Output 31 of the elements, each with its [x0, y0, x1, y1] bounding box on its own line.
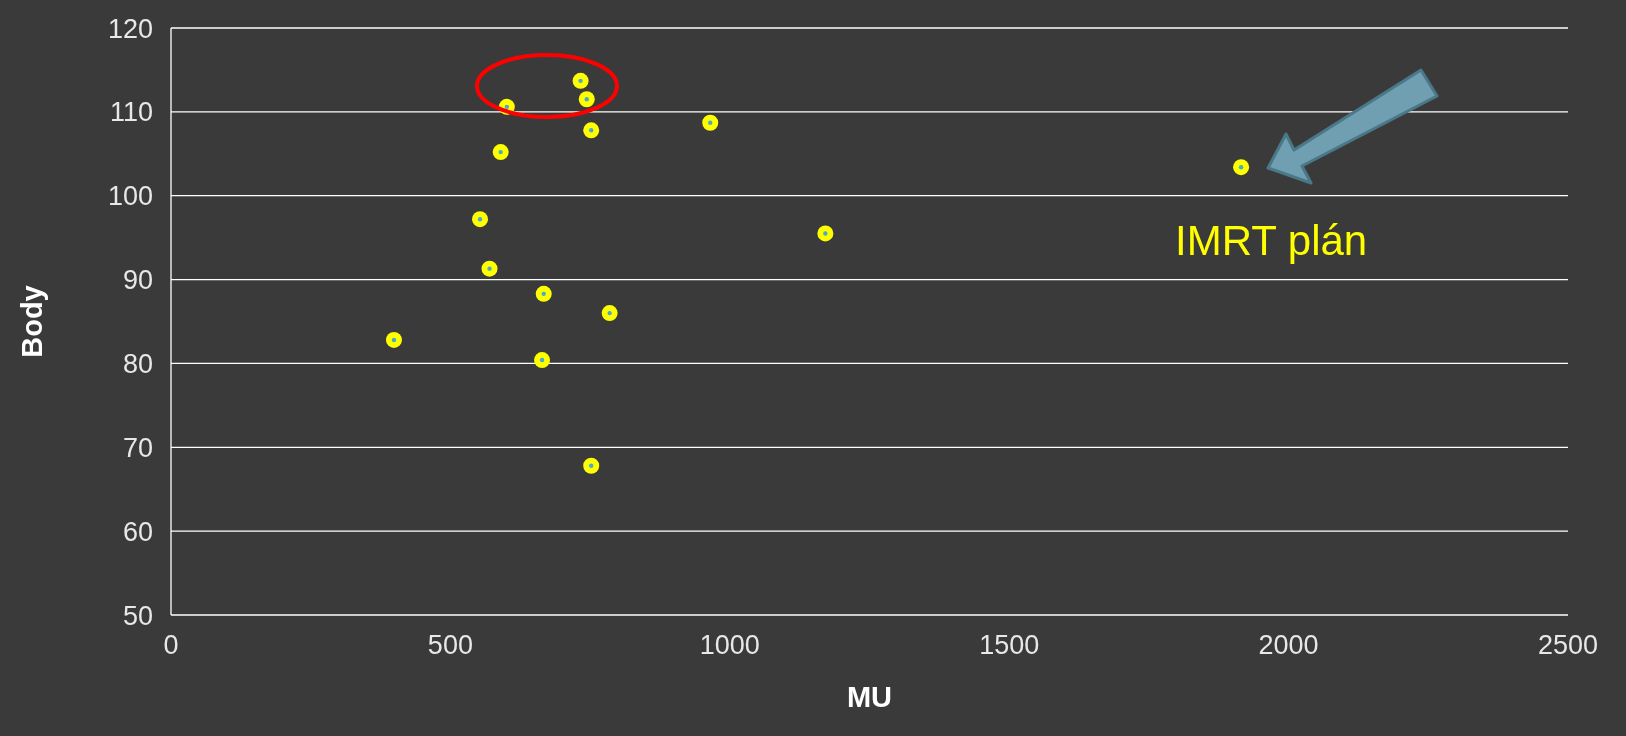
y-tick-label: 100 [107, 181, 153, 212]
point [583, 122, 600, 139]
x-tick-label: 500 [427, 630, 473, 661]
y-tick-label: 70 [122, 432, 153, 463]
point [702, 114, 719, 131]
y-tick-label: 60 [122, 516, 153, 547]
point [578, 91, 595, 108]
point [583, 457, 600, 474]
y-tick-label: 80 [122, 349, 153, 380]
annotation: IMRT plán [1175, 217, 1368, 265]
y-axis-title: Body [16, 285, 49, 358]
point [534, 352, 551, 369]
point [535, 285, 552, 302]
point [572, 72, 589, 89]
x-tick-label: 2500 [1537, 630, 1599, 661]
y-tick-label: 50 [122, 600, 153, 631]
x-tick-label: 2000 [1258, 630, 1319, 661]
x-axis-title: MU [846, 681, 893, 713]
point [385, 331, 402, 348]
x-tick-label: 1000 [699, 630, 760, 661]
x-tick-label: 1500 [979, 630, 1040, 661]
y-tick-label: 90 [122, 265, 153, 296]
point [601, 305, 618, 322]
point [472, 211, 489, 228]
point [492, 144, 509, 161]
point [817, 225, 834, 242]
y-tick-label: 120 [107, 13, 153, 44]
point [1233, 159, 1250, 176]
x-tick-label: 0 [163, 630, 179, 661]
y-tick-label: 110 [109, 97, 153, 128]
point [481, 260, 498, 277]
